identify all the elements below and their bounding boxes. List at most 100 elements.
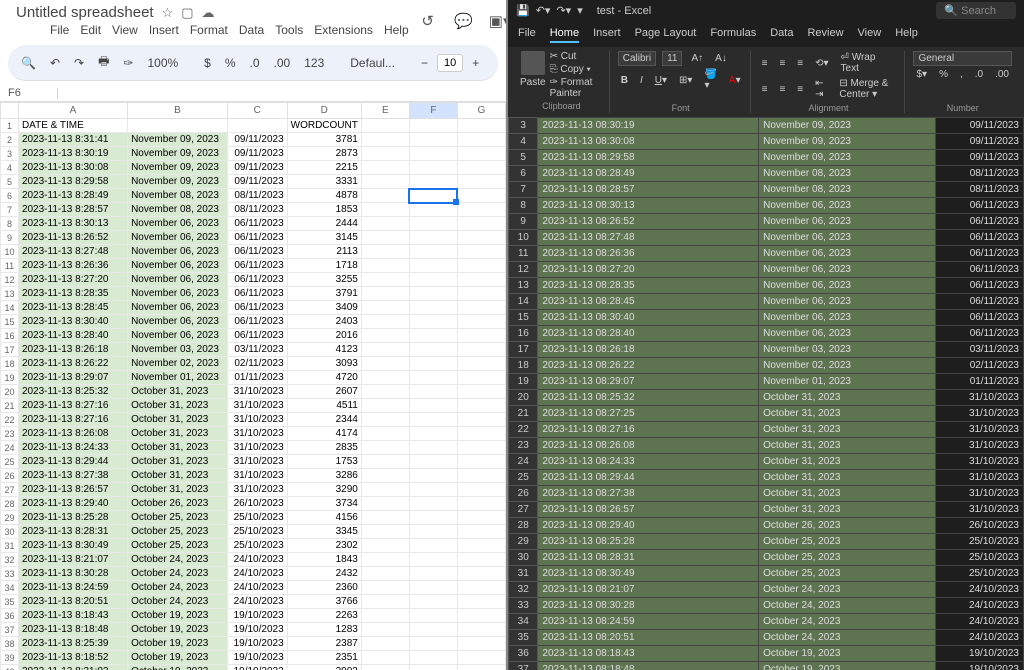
align-bottom-icon[interactable]: ≡: [794, 57, 806, 70]
percent-icon[interactable]: %: [220, 53, 241, 73]
cell[interactable]: 2263: [287, 609, 361, 623]
cell[interactable]: 06/11/2023: [227, 259, 287, 273]
cell[interactable]: 2023-11-13 8:29:07: [18, 371, 127, 385]
cell[interactable]: October 24, 2023: [128, 595, 228, 609]
cell[interactable]: [361, 441, 409, 455]
cell[interactable]: [361, 231, 409, 245]
cell[interactable]: 2023-11-13 8:26:36: [18, 259, 127, 273]
cell[interactable]: DATE & TIME: [18, 119, 127, 133]
cell[interactable]: 2023-11-13 8:26:22: [18, 357, 127, 371]
cell[interactable]: October 31, 2023: [128, 399, 228, 413]
cell[interactable]: November 08, 2023: [759, 182, 936, 198]
row-header[interactable]: 11: [509, 246, 538, 262]
cell[interactable]: 2835: [287, 441, 361, 455]
row-header[interactable]: 14: [1, 301, 19, 315]
tab-home[interactable]: Home: [550, 25, 579, 43]
cell[interactable]: November 03, 2023: [759, 342, 936, 358]
row-header[interactable]: 19: [509, 374, 538, 390]
merge-button[interactable]: ⊟ Merge & Center ▾: [836, 77, 898, 101]
row-header[interactable]: 2: [1, 133, 19, 147]
col-header-F[interactable]: F: [409, 103, 457, 119]
cell[interactable]: 19/10/2023: [227, 637, 287, 651]
cell[interactable]: 08/11/2023: [227, 189, 287, 203]
row-header[interactable]: 23: [1, 427, 19, 441]
currency-icon[interactable]: $▾: [913, 68, 930, 81]
cell[interactable]: November 08, 2023: [759, 166, 936, 182]
cell[interactable]: [409, 133, 457, 147]
cell[interactable]: [361, 329, 409, 343]
cell[interactable]: 2023-11-13 8:28:40: [18, 329, 127, 343]
align-right-icon[interactable]: ≡: [794, 83, 806, 96]
cell[interactable]: November 06, 2023: [759, 262, 936, 278]
cell[interactable]: 2023-11-13 08:27:25: [538, 406, 759, 422]
cell[interactable]: [457, 637, 505, 651]
increase-font-icon[interactable]: A↑: [688, 52, 706, 65]
cell[interactable]: November 08, 2023: [128, 203, 228, 217]
row-header[interactable]: 35: [1, 595, 19, 609]
cell[interactable]: [457, 287, 505, 301]
cell[interactable]: November 06, 2023: [759, 310, 936, 326]
cell[interactable]: 31/10/2023: [935, 438, 1023, 454]
cell[interactable]: [361, 217, 409, 231]
cell[interactable]: 19/10/2023: [935, 646, 1023, 662]
cell[interactable]: 06/11/2023: [227, 245, 287, 259]
cell[interactable]: [409, 343, 457, 357]
cell[interactable]: 3791: [287, 287, 361, 301]
increase-decimal-icon[interactable]: .0: [972, 68, 986, 81]
cell[interactable]: November 09, 2023: [128, 161, 228, 175]
cell[interactable]: October 31, 2023: [759, 470, 936, 486]
cell[interactable]: 2023-11-13 08:27:20: [538, 262, 759, 278]
cell[interactable]: October 31, 2023: [128, 385, 228, 399]
search-icon[interactable]: 🔍: [16, 53, 41, 73]
cell[interactable]: October 26, 2023: [759, 518, 936, 534]
cell[interactable]: October 31, 2023: [128, 427, 228, 441]
tab-file[interactable]: File: [518, 25, 536, 43]
cell[interactable]: 2607: [287, 385, 361, 399]
cell[interactable]: October 31, 2023: [759, 390, 936, 406]
cell[interactable]: [361, 301, 409, 315]
cell[interactable]: [457, 245, 505, 259]
row-header[interactable]: 4: [509, 134, 538, 150]
cell[interactable]: 26/10/2023: [935, 518, 1023, 534]
cell[interactable]: 24/10/2023: [935, 582, 1023, 598]
cell[interactable]: WORDCOUNT: [287, 119, 361, 133]
row-header[interactable]: 26: [509, 486, 538, 502]
cell[interactable]: 25/10/2023: [227, 511, 287, 525]
cell[interactable]: 4878: [287, 189, 361, 203]
cell[interactable]: 2023-11-13 8:30:40: [18, 315, 127, 329]
cell[interactable]: 06/11/2023: [935, 214, 1023, 230]
cell[interactable]: 4174: [287, 427, 361, 441]
cell[interactable]: 2023-11-13 08:30:08: [538, 134, 759, 150]
cell[interactable]: 31/10/2023: [227, 469, 287, 483]
row-header[interactable]: 39: [1, 651, 19, 665]
cell[interactable]: [457, 413, 505, 427]
cell[interactable]: [457, 357, 505, 371]
cell[interactable]: 2023-11-13 08:30:13: [538, 198, 759, 214]
row-header[interactable]: 12: [1, 273, 19, 287]
cell[interactable]: 2023-11-13 08:27:16: [538, 422, 759, 438]
print-icon[interactable]: 🖶: [93, 49, 114, 76]
cell[interactable]: [457, 539, 505, 553]
cell[interactable]: 2023-11-13 8:28:31: [18, 525, 127, 539]
cell[interactable]: 06/11/2023: [935, 198, 1023, 214]
cell[interactable]: 2351: [287, 651, 361, 665]
italic-icon[interactable]: I: [637, 74, 646, 87]
cell[interactable]: [457, 147, 505, 161]
cell[interactable]: [361, 287, 409, 301]
decrease-decimal-icon[interactable]: .0: [245, 53, 265, 73]
cell[interactable]: 2023-11-13 08:24:33: [538, 454, 759, 470]
col-header-E[interactable]: E: [361, 103, 409, 119]
cell[interactable]: October 24, 2023: [759, 582, 936, 598]
cell[interactable]: 09/11/2023: [935, 150, 1023, 166]
cell[interactable]: 2023-11-13 8:27:16: [18, 413, 127, 427]
row-header[interactable]: 7: [1, 203, 19, 217]
cell[interactable]: 2023-11-13 08:28:45: [538, 294, 759, 310]
cell[interactable]: October 24, 2023: [128, 581, 228, 595]
cell[interactable]: [409, 455, 457, 469]
cell[interactable]: [409, 623, 457, 637]
cell[interactable]: October 31, 2023: [759, 486, 936, 502]
cell[interactable]: 2023-11-13 08:26:57: [538, 502, 759, 518]
cell[interactable]: 24/10/2023: [227, 567, 287, 581]
cell[interactable]: [361, 413, 409, 427]
cell[interactable]: 2023-11-13 08:28:49: [538, 166, 759, 182]
